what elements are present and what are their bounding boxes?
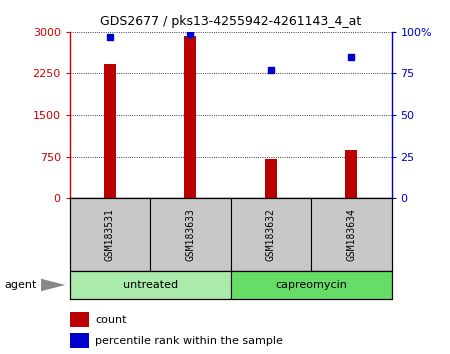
- Text: GSM183634: GSM183634: [346, 208, 356, 261]
- Polygon shape: [40, 279, 65, 291]
- Bar: [311, 198, 392, 271]
- Text: GSM183531: GSM183531: [105, 208, 115, 261]
- Bar: [150, 198, 230, 271]
- Text: capreomycin: capreomycin: [275, 280, 347, 290]
- Title: GDS2677 / pks13-4255942-4261143_4_at: GDS2677 / pks13-4255942-4261143_4_at: [100, 15, 361, 28]
- Bar: [230, 271, 392, 299]
- Bar: [184, 36, 197, 198]
- Text: percentile rank within the sample: percentile rank within the sample: [95, 336, 284, 346]
- Text: GSM183632: GSM183632: [266, 208, 276, 261]
- Bar: [265, 159, 277, 198]
- Point: [106, 34, 113, 40]
- Text: count: count: [95, 315, 127, 325]
- Point: [187, 31, 194, 36]
- Bar: [70, 198, 150, 271]
- Bar: [70, 312, 89, 327]
- Point: [267, 67, 274, 73]
- Text: agent: agent: [4, 280, 37, 290]
- Bar: [70, 333, 89, 348]
- Text: GSM183633: GSM183633: [185, 208, 195, 261]
- Bar: [70, 271, 230, 299]
- Bar: [104, 64, 116, 198]
- Bar: [230, 198, 311, 271]
- Text: untreated: untreated: [122, 280, 178, 290]
- Bar: [345, 150, 357, 198]
- Point: [348, 54, 355, 59]
